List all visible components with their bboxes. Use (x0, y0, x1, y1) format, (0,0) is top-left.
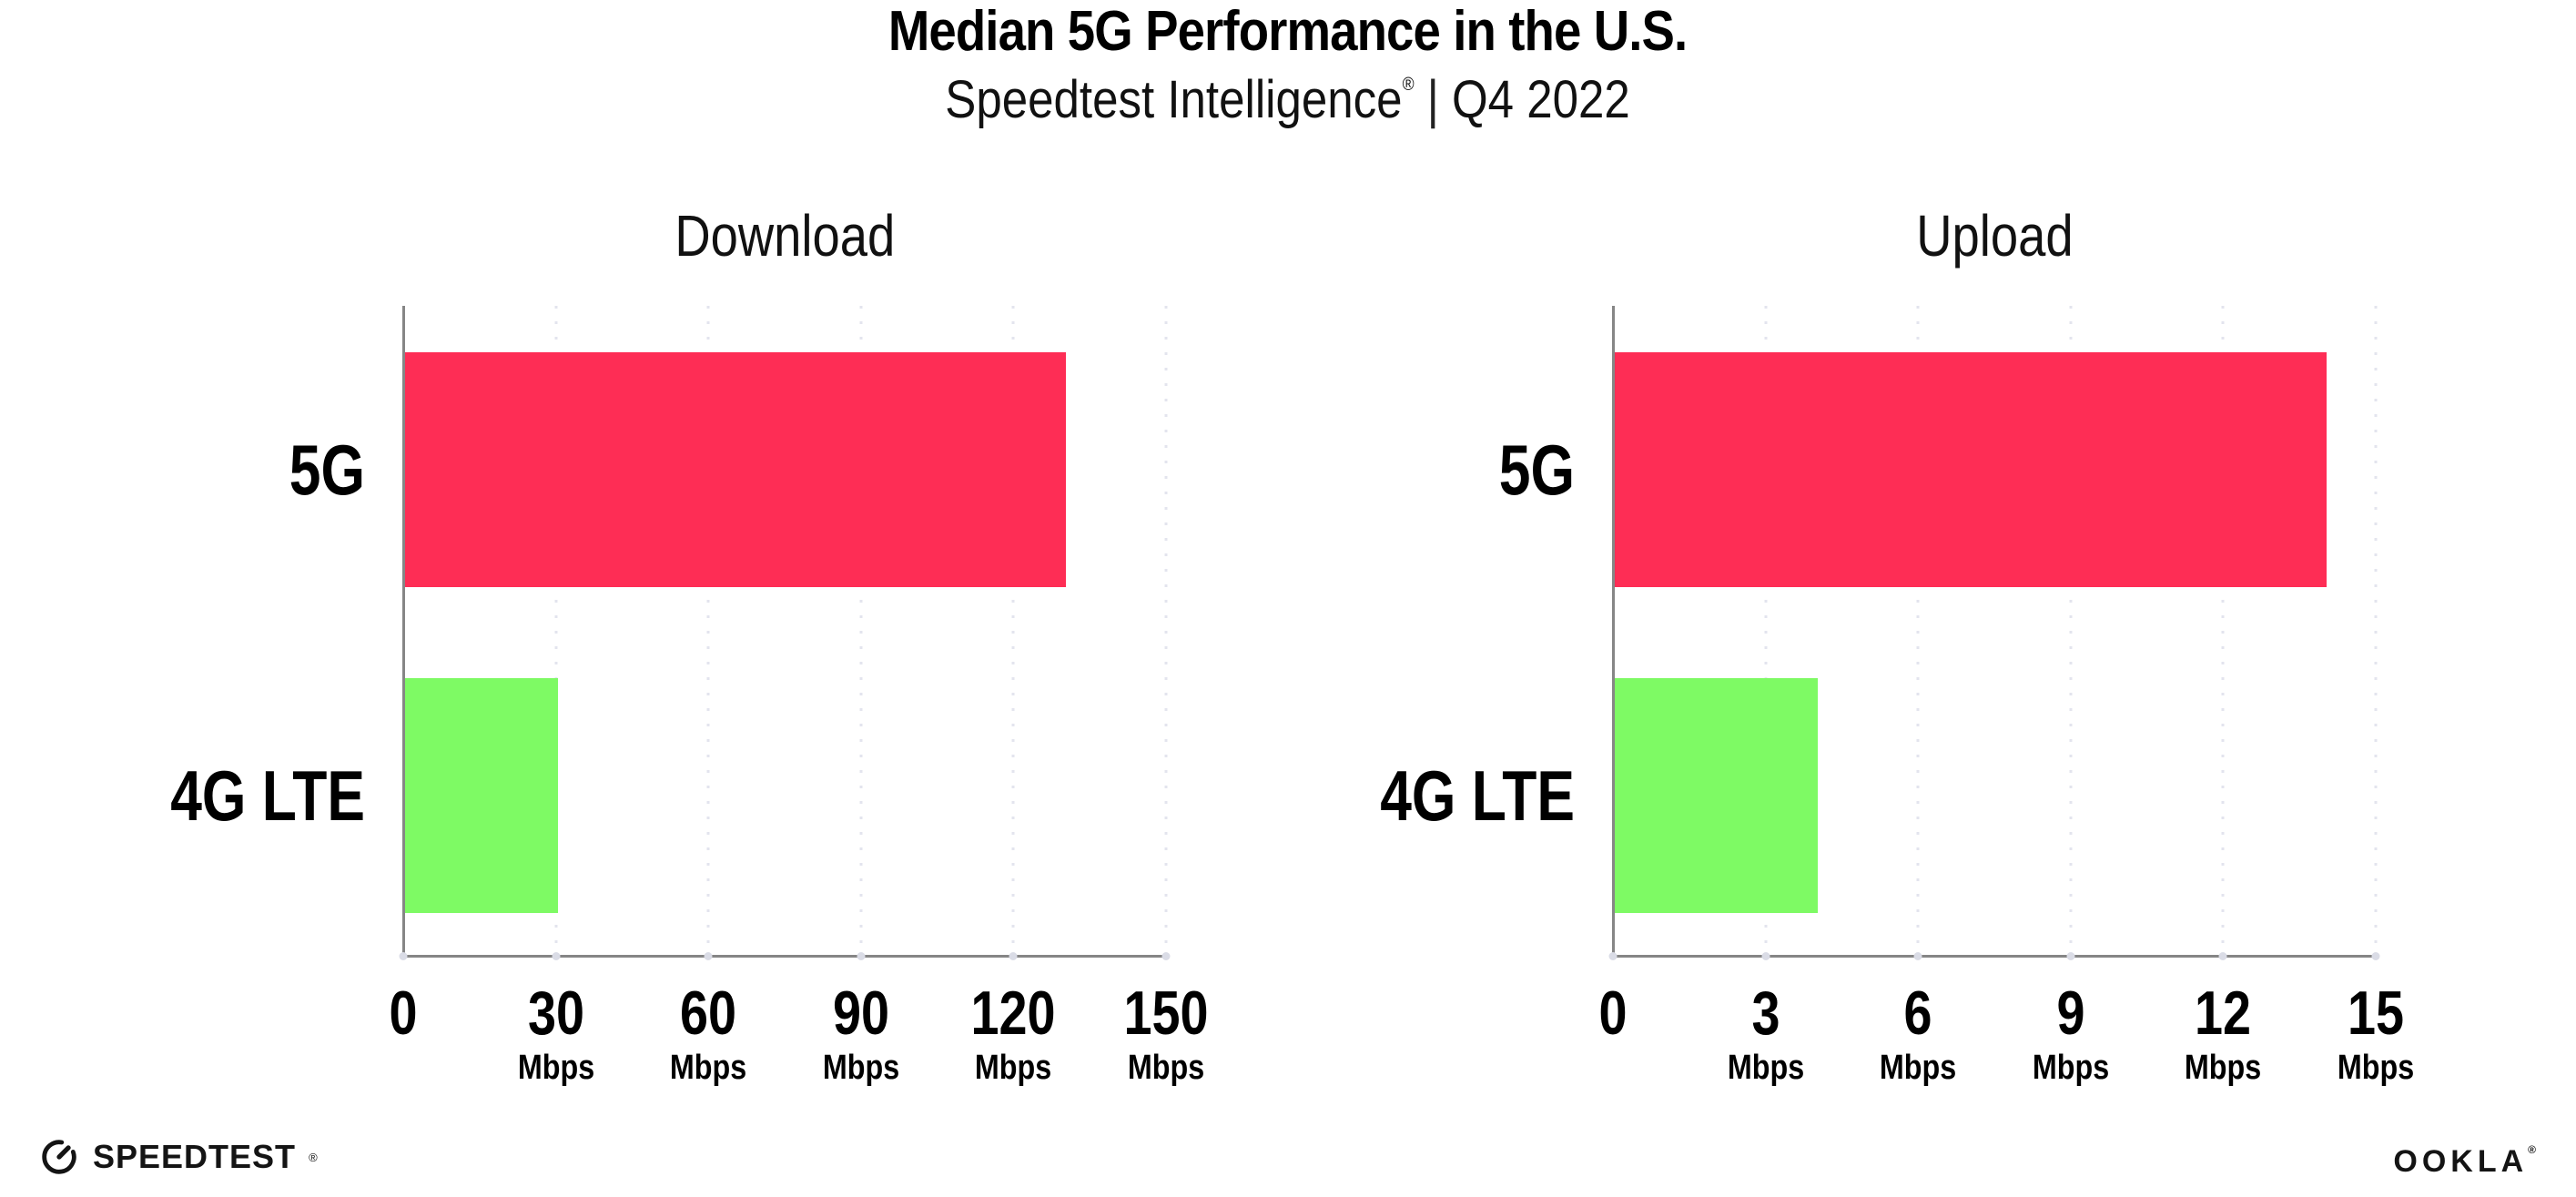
x-tick-unit: Mbps (517, 1049, 594, 1087)
x-tick-unit: Mbps (2032, 1049, 2109, 1087)
x-tick-label: 15 (2347, 979, 2405, 1048)
x-tick-label: 120 (970, 979, 1056, 1048)
axis-tick-dot (1608, 952, 1618, 960)
subtitle-divider: | (1427, 70, 1440, 129)
x-tick-unit: Mbps (670, 1049, 747, 1087)
ookla-trademark-icon: ® (2528, 1143, 2536, 1156)
gridline-90 (859, 306, 863, 955)
x-tick-6: 6 Mbps (1873, 979, 1963, 1087)
y-axis-line (1612, 306, 1615, 958)
speedtest-wordmark: SPEEDTEST (93, 1138, 297, 1175)
ookla-wordmark: OOKLA (2393, 1144, 2529, 1179)
gridline-120 (1011, 306, 1015, 955)
bar-5g (1615, 352, 2327, 587)
axis-tick-dot (857, 952, 866, 960)
gridline-60 (706, 306, 710, 955)
x-tick-120: 120 Mbps (962, 979, 1065, 1087)
x-tick-label: 6 (1903, 979, 1932, 1048)
x-tick-label: 0 (1598, 979, 1628, 1048)
category-label-5g: 5G (289, 430, 365, 510)
x-tick-3: 3 Mbps (1720, 979, 1810, 1087)
gridline-15 (2374, 306, 2378, 955)
axis-tick-dot (704, 952, 713, 960)
ookla-logo: OOKLA® (2393, 1143, 2536, 1180)
x-tick-unit: Mbps (2185, 1049, 2262, 1087)
subtitle-brand: Speedtest Intelligence (945, 70, 1404, 129)
chart-title-text: Upload (1915, 203, 2074, 269)
axis-tick-dot (2066, 952, 2075, 960)
gridline-30 (554, 306, 558, 955)
x-tick-unit: Mbps (975, 1049, 1052, 1087)
x-tick-unit: Mbps (1127, 1049, 1205, 1087)
y-axis-line (402, 306, 405, 958)
axis-tick-dot (2218, 952, 2227, 960)
x-tick-label: 60 (680, 979, 737, 1048)
download-chart: Download 5G 4G LTE 0 30 Mbps 60 Mbps 90 Mbps 120 Mb… (170, 206, 1208, 1087)
chart-title-upload: Upload (1613, 206, 2376, 266)
x-tick-label: 3 (1751, 979, 1780, 1048)
gridline-12 (2221, 306, 2225, 955)
x-tick-90: 90 Mbps (816, 979, 906, 1087)
axis-tick-dot (399, 952, 408, 960)
x-axis-line (402, 955, 1167, 958)
bar-4g-lte (405, 678, 558, 913)
x-tick-label: 0 (389, 979, 418, 1048)
x-tick-unit: Mbps (1727, 1049, 1804, 1087)
page-title: Median 5G Performance in the U.S. (0, 4, 2576, 60)
x-axis-line (1612, 955, 2377, 958)
x-tick-unit: Mbps (1880, 1049, 1957, 1087)
registered-trademark-icon: ® (1403, 75, 1415, 95)
axis-tick-dot (1761, 952, 1770, 960)
category-label-4g-lte: 4G LTE (170, 756, 365, 836)
axis-tick-dot (2371, 952, 2380, 960)
x-tick-label: 90 (832, 979, 889, 1048)
axis-tick-dot (1161, 952, 1171, 960)
gridline-150 (1164, 306, 1168, 955)
x-tick-30: 30 Mbps (511, 979, 601, 1087)
axis-tick-dot (552, 952, 561, 960)
x-tick-60: 60 Mbps (664, 979, 754, 1087)
axis-tick-dot (1009, 952, 1018, 960)
x-tick-unit: Mbps (2337, 1049, 2415, 1087)
x-tick-label: 12 (2195, 979, 2252, 1048)
x-tick-0: 0 (386, 979, 421, 1048)
x-tick-unit: Mbps (822, 1049, 899, 1087)
gridline-6 (1916, 306, 1920, 955)
chart-title-download: Download (403, 206, 1166, 266)
x-tick-0: 0 (1596, 979, 1630, 1048)
chart-title-text: Download (674, 203, 895, 269)
x-tick-12: 12 Mbps (2178, 979, 2268, 1087)
x-tick-150: 150 Mbps (1114, 979, 1217, 1087)
category-label-5g: 5G (1498, 430, 1575, 510)
speedtest-gauge-icon (42, 1140, 76, 1174)
upload-chart: Upload 5G 4G LTE 0 3 Mbps 6 Mbps 9 Mbps 12 Mbps 15 Mb… (1380, 206, 2414, 1087)
page-subtitle: Speedtest Intelligence® | Q4 2022 (0, 56, 2576, 128)
x-tick-15: 15 Mbps (2330, 979, 2420, 1087)
x-tick-label: 150 (1123, 979, 1209, 1048)
subtitle-period: Q4 2022 (1452, 70, 1631, 129)
x-tick-9: 9 Mbps (2025, 979, 2115, 1087)
gridline-3 (1764, 306, 1768, 955)
axis-tick-dot (1913, 952, 1922, 960)
gridline-9 (2069, 306, 2073, 955)
category-label-4g-lte: 4G LTE (1380, 756, 1575, 836)
page-title-text: Median 5G Performance in the U.S. (888, 0, 1688, 63)
speedtest-logo: SPEEDTEST ® (38, 1136, 318, 1178)
bar-4g-lte (1615, 678, 1818, 913)
bar-5g (405, 352, 1066, 587)
x-tick-label: 30 (527, 979, 584, 1048)
x-tick-label: 9 (2056, 979, 2085, 1048)
speedtest-trademark-icon: ® (309, 1150, 318, 1164)
